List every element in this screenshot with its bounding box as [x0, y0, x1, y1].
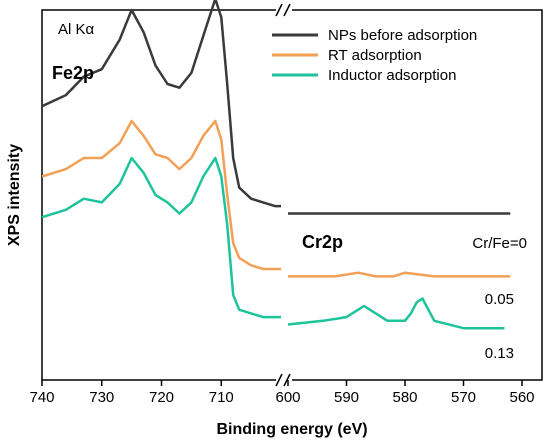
x-ticks: 740 730 720 710 600 590 580 570 560 — [29, 380, 535, 406]
source-label: Al Kα — [58, 21, 95, 38]
ratio-label-2: 0.13 — [485, 345, 514, 362]
series-line-1-cr2p — [288, 271, 511, 278]
legend-label-0: NPs before adsorption — [328, 27, 477, 44]
legend: NPs before adsorption RT adsorption Indu… — [272, 27, 477, 84]
y-axis-title: XPS intensity — [6, 144, 23, 246]
x-tick-label: 730 — [89, 389, 114, 406]
x-tick-label: 590 — [334, 389, 359, 406]
ratio-label-1: 0.05 — [485, 291, 514, 308]
series-line-2-fe2p — [41, 156, 281, 319]
x-tick-label: 720 — [149, 389, 174, 406]
x-axis-title: Binding energy (eV) — [216, 421, 367, 438]
series-group — [41, 0, 511, 330]
series-line-0-fe2p — [41, 0, 281, 208]
x-tick-label: 570 — [451, 389, 476, 406]
series-line-2-cr2p — [287, 297, 505, 330]
x-tick-label: 740 — [29, 389, 54, 406]
axis-break-bottom — [275, 373, 292, 387]
axis-break-top — [275, 3, 292, 17]
legend-label-2: Inductor adsorption — [328, 67, 456, 84]
x-tick-label: 580 — [392, 389, 417, 406]
ratio-label-0: Cr/Fe=0 — [472, 235, 527, 252]
x-tick-label: 710 — [209, 389, 234, 406]
legend-label-1: RT adsorption — [328, 47, 422, 64]
x-tick-label: 560 — [509, 389, 534, 406]
fe2p-label: Fe2p — [52, 63, 94, 83]
cr2p-label: Cr2p — [302, 232, 343, 252]
series-line-1-fe2p — [41, 119, 281, 271]
x-tick-label: 600 — [275, 389, 300, 406]
